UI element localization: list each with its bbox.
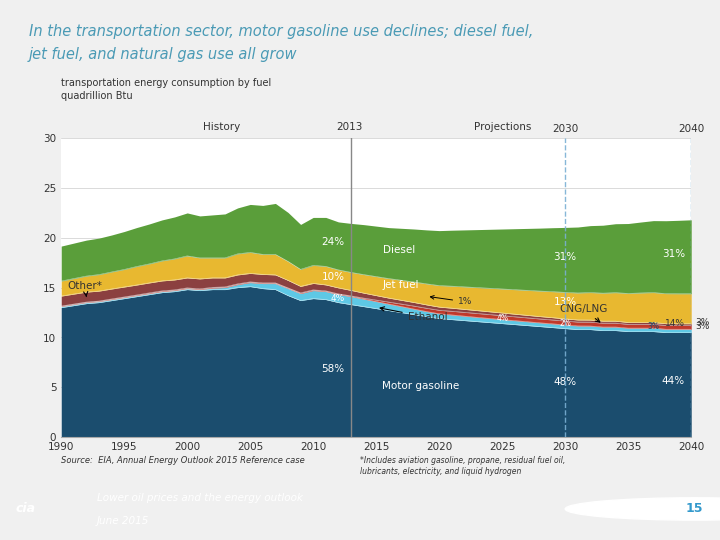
Text: 48%: 48% [554, 377, 577, 388]
Text: June 2015: June 2015 [97, 516, 150, 526]
Text: Motor gasoline: Motor gasoline [382, 381, 460, 391]
Text: History: History [203, 122, 240, 132]
Text: jet fuel, and natural gas use all grow: jet fuel, and natural gas use all grow [29, 47, 297, 62]
Circle shape [565, 498, 720, 520]
Text: 4%: 4% [330, 294, 345, 302]
Text: 14%: 14% [665, 319, 685, 328]
Text: 15: 15 [686, 502, 703, 516]
Text: transportation energy consumption by fuel: transportation energy consumption by fue… [61, 78, 271, 89]
Text: 2030: 2030 [552, 124, 578, 134]
Text: 13%: 13% [554, 296, 577, 307]
Text: 2013: 2013 [336, 122, 363, 132]
Text: Ethanol: Ethanol [380, 307, 447, 322]
Text: 10%: 10% [322, 272, 345, 282]
Text: Source:  EIA, Annual Energy Outlook 2015 Reference case: Source: EIA, Annual Energy Outlook 2015 … [61, 456, 305, 465]
Text: Other*: Other* [68, 281, 102, 296]
Text: Diesel: Diesel [382, 245, 415, 255]
Text: In the transportation sector, motor gasoline use declines; diesel fuel,: In the transportation sector, motor gaso… [29, 24, 534, 39]
Text: 58%: 58% [322, 364, 345, 374]
Text: Lower oil prices and the energy outlook: Lower oil prices and the energy outlook [97, 493, 303, 503]
Text: 2040: 2040 [678, 124, 704, 134]
Text: 44%: 44% [662, 376, 685, 387]
Text: 4%: 4% [496, 314, 508, 323]
Text: 3%: 3% [647, 322, 660, 332]
Text: *Includes aviation gasoline, propane, residual fuel oil,
lubricants, electricity: *Includes aviation gasoline, propane, re… [360, 456, 565, 476]
Text: cia: cia [15, 502, 35, 516]
Text: 3%: 3% [695, 322, 709, 330]
Text: Jet fuel: Jet fuel [382, 280, 419, 291]
Text: 3%: 3% [695, 318, 709, 327]
Text: quadrillion Btu: quadrillion Btu [61, 91, 132, 101]
Text: 24%: 24% [322, 237, 345, 247]
Text: 31%: 31% [554, 252, 577, 262]
Text: CNG/LNG: CNG/LNG [559, 304, 607, 322]
Text: Projections: Projections [474, 122, 531, 132]
Text: 1%: 1% [431, 295, 472, 306]
Text: 2%: 2% [559, 319, 571, 328]
Text: 31%: 31% [662, 249, 685, 259]
